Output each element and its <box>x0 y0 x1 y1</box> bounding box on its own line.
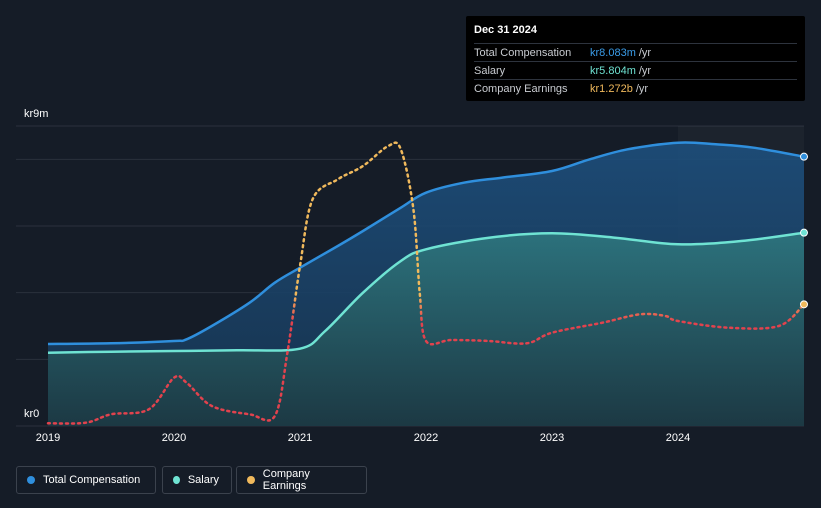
total-compensation-line <box>47 141 805 346</box>
x-tick-label: 2024 <box>665 432 691 444</box>
tooltip-row-salary: Salary kr5.804m /yr <box>474 61 797 79</box>
legend-label: Salary <box>187 474 219 486</box>
legend-dot-icon <box>247 476 255 484</box>
tooltip-row-unit: /yr <box>638 64 652 77</box>
legend-item-company-earnings[interactable]: Company Earnings <box>236 466 367 494</box>
y-axis-top-label: kr9m <box>24 108 49 120</box>
salary-line <box>47 231 805 354</box>
x-tick-label: 2022 <box>413 432 439 444</box>
chart-tooltip: Dec 31 2024 Total Compensation kr8.083m … <box>466 16 805 101</box>
series-end-markers <box>800 152 808 309</box>
x-tick-label: 2020 <box>161 432 187 444</box>
salary-area <box>48 232 804 426</box>
legend-item-salary[interactable]: Salary <box>162 466 232 494</box>
salary-end-point <box>800 228 808 237</box>
tooltip-row-label: Total Compensation <box>474 46 572 59</box>
legend-label: Total Compensation <box>43 474 141 486</box>
company-earnings-line <box>46 141 806 425</box>
chart-areas <box>48 142 804 426</box>
chart-lines <box>46 141 806 425</box>
tooltip-row-value: kr8.083m <box>590 46 636 59</box>
x-tick-label: 2021 <box>287 432 313 444</box>
tooltip-row-total-compensation: Total Compensation kr8.083m /yr <box>474 43 797 61</box>
company-earnings-end-point <box>800 300 808 309</box>
tooltip-date: Dec 31 2024 <box>474 24 537 36</box>
tooltip-row-label: Salary <box>474 64 506 77</box>
tooltip-row-unit: /yr <box>635 82 649 95</box>
total-compensation-end-point <box>800 152 808 161</box>
y-axis-bottom-label: kr0 <box>24 408 40 420</box>
tooltip-row-value: kr1.272b <box>590 82 633 95</box>
legend-dot-icon <box>27 476 35 484</box>
legend-label: Company Earnings <box>262 468 310 492</box>
tooltip-row-value: kr5.804m <box>590 64 636 77</box>
x-tick-label: 2019 <box>35 432 61 444</box>
legend-dot-icon <box>173 476 180 484</box>
x-tick-label: 2023 <box>539 432 565 444</box>
legend-item-total-compensation[interactable]: Total Compensation <box>16 466 156 494</box>
tooltip-row-unit: /yr <box>638 46 652 59</box>
tooltip-row-company-earnings: Company Earnings kr1.272b /yr <box>474 79 797 97</box>
tooltip-row-label: Company Earnings <box>474 82 568 95</box>
